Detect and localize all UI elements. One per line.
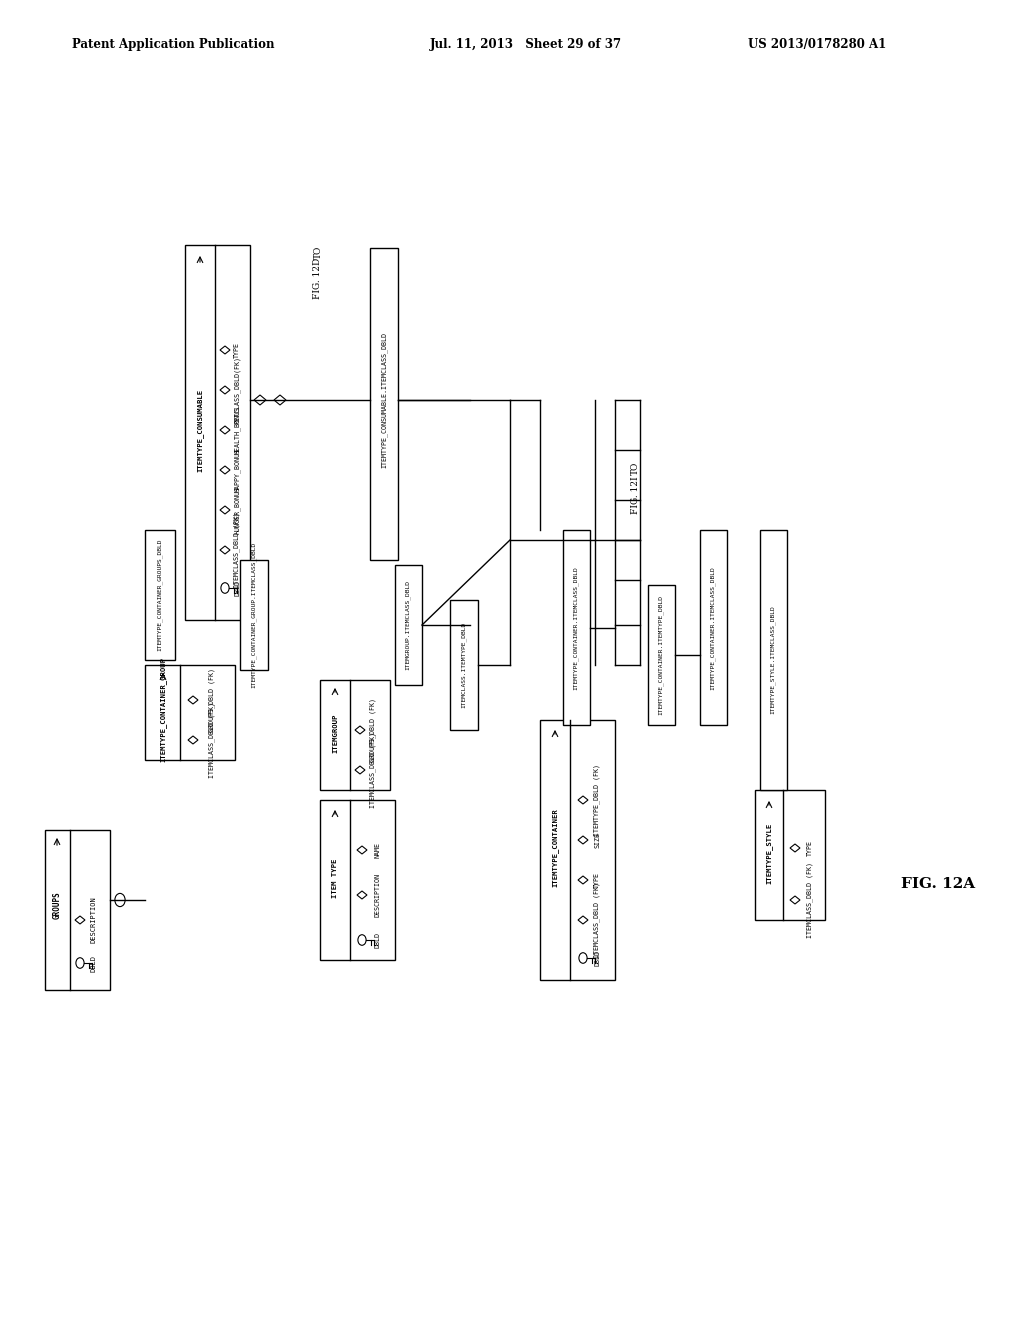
- Text: TYPE: TYPE: [807, 840, 813, 855]
- Bar: [145, 531, 175, 660]
- Text: ITEMTYPE_CONTAINER_GROUP.ITEMCLASS_DBLD: ITEMTYPE_CONTAINER_GROUP.ITEMCLASS_DBLD: [251, 543, 257, 688]
- Bar: [319, 680, 390, 789]
- Text: ITEMTYPE_CONTAINER_GROUPS_DBLD: ITEMTYPE_CONTAINER_GROUPS_DBLD: [158, 539, 163, 651]
- Text: GROUPS_DBLD (FK): GROUPS_DBLD (FK): [370, 698, 377, 762]
- Text: FIG. 12I: FIG. 12I: [631, 477, 640, 513]
- Bar: [319, 800, 395, 960]
- Bar: [540, 719, 615, 979]
- Bar: [370, 248, 398, 560]
- Text: NAME: NAME: [374, 842, 380, 858]
- Text: FIG. 12A: FIG. 12A: [901, 878, 975, 891]
- Text: DBLD: DBLD: [374, 932, 380, 948]
- Bar: [240, 560, 268, 671]
- Text: ITEMCLASS_DBLD (FK): ITEMCLASS_DBLD (FK): [594, 882, 600, 958]
- Text: TYPE: TYPE: [234, 342, 240, 358]
- Bar: [450, 601, 478, 730]
- Bar: [563, 531, 590, 725]
- Text: ITEMTYPE_DBLD (FK): ITEMTYPE_DBLD (FK): [594, 764, 600, 836]
- Text: TO: TO: [631, 461, 640, 475]
- Text: DBLD: DBLD: [234, 579, 240, 597]
- Text: ITEMTYPE_STYLE: ITEMTYPE_STYLE: [766, 822, 772, 883]
- Text: ITEMTYPE_CONTAINER.ITEMTYPE_DBLD: ITEMTYPE_CONTAINER.ITEMTYPE_DBLD: [658, 595, 664, 715]
- Text: ITEMTYPE_CONTAINER.ITEMCLASS_DBLD: ITEMTYPE_CONTAINER.ITEMCLASS_DBLD: [573, 566, 579, 690]
- Bar: [648, 585, 675, 725]
- Text: TYPE: TYPE: [594, 873, 600, 888]
- Text: ITEMTYPE_CONSUMABLE: ITEMTYPE_CONSUMABLE: [197, 388, 204, 471]
- Text: Jul. 11, 2013   Sheet 29 of 37: Jul. 11, 2013 Sheet 29 of 37: [430, 38, 623, 51]
- Bar: [755, 789, 825, 920]
- Text: HEALTH_BONUS: HEALTH_BONUS: [233, 407, 241, 454]
- Bar: [45, 830, 110, 990]
- Text: ITEMCLASS.ITEMTYPE_DBLD: ITEMCLASS.ITEMTYPE_DBLD: [461, 622, 467, 708]
- Text: HUNGER_BONUS: HUNGER_BONUS: [233, 486, 241, 535]
- Text: FIG. 12D: FIG. 12D: [313, 257, 323, 298]
- Text: DESCRIPTION: DESCRIPTION: [90, 896, 96, 944]
- Text: ITEMGROUP.ITEMCLASS_DBLD: ITEMGROUP.ITEMCLASS_DBLD: [406, 579, 411, 671]
- Text: ITEMCLASS_DBLD (FK): ITEMCLASS_DBLD (FK): [370, 733, 377, 808]
- Bar: [145, 665, 234, 760]
- Text: ITEM TYPE: ITEM TYPE: [332, 858, 338, 898]
- Text: ITEMTYPE_CONTAINER.ITEMCLASS_DBLD: ITEMTYPE_CONTAINER.ITEMCLASS_DBLD: [711, 566, 716, 690]
- Bar: [700, 531, 727, 725]
- Text: ITEMTYPE_STYLE.ITEMCLASS_DBLD: ITEMTYPE_STYLE.ITEMCLASS_DBLD: [770, 606, 776, 714]
- Text: TO: TO: [313, 246, 323, 259]
- Text: PETCLASS_DBLD(FK): PETCLASS_DBLD(FK): [233, 356, 241, 424]
- Text: ITEMGROUP: ITEMGROUP: [332, 713, 338, 752]
- Text: US 2013/0178280 A1: US 2013/0178280 A1: [748, 38, 886, 51]
- Text: SIZE: SIZE: [594, 832, 600, 847]
- Text: Patent Application Publication: Patent Application Publication: [72, 38, 274, 51]
- Text: HAPPY_BONUS: HAPPY_BONUS: [233, 447, 241, 492]
- Text: GROUPS_DBLD (FK): GROUPS_DBLD (FK): [209, 668, 215, 733]
- Text: GROUPS: GROUPS: [52, 891, 61, 919]
- Text: DBLD: DBLD: [90, 954, 96, 972]
- Text: ITEMCLASS_DBLD (FK): ITEMCLASS_DBLD (FK): [807, 862, 813, 939]
- Text: DESCRIPTION: DESCRIPTION: [374, 873, 380, 917]
- Bar: [185, 246, 250, 620]
- Text: ITEMCLASS_DBLD (FK): ITEMCLASS_DBLD (FK): [209, 702, 215, 777]
- Bar: [760, 531, 787, 789]
- Bar: [395, 565, 422, 685]
- Text: ITEMCLASS_DBLD (FK): ITEMCLASS_DBLD (FK): [233, 512, 241, 587]
- Text: ITEMTYPE_CONTAINER: ITEMTYPE_CONTAINER: [552, 809, 558, 887]
- Text: DBLD: DBLD: [594, 950, 600, 966]
- Text: ITEMTYPE_CONTAINER_GROUP: ITEMTYPE_CONTAINER_GROUP: [160, 657, 167, 763]
- Text: ITEMTYPE_CONSUMABLE.ITEMCLASS_DBLD: ITEMTYPE_CONSUMABLE.ITEMCLASS_DBLD: [381, 333, 387, 469]
